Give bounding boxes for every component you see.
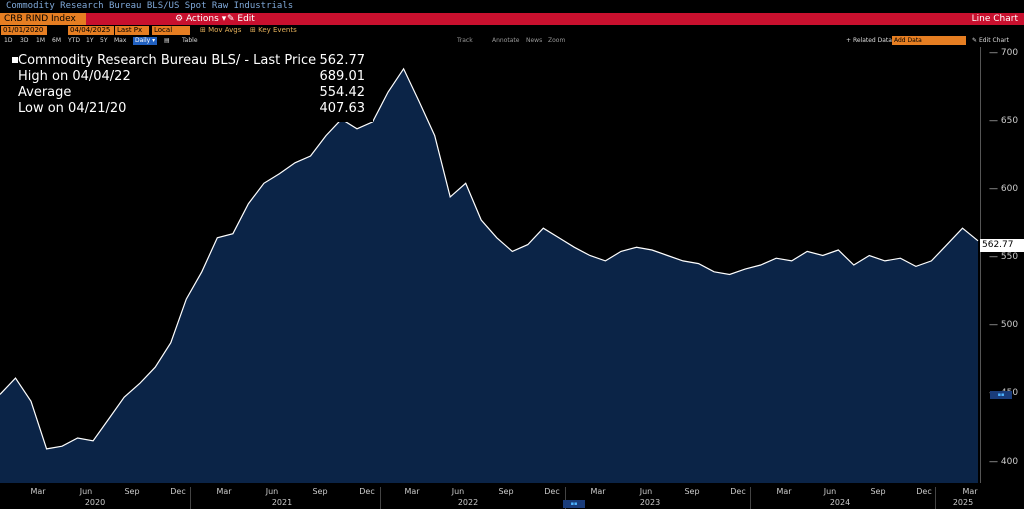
- y-tick-label: — 550: [989, 252, 1019, 263]
- title-bar: CRB RIND Index ⚙ Actions ▾ ✎ Edit Line C…: [0, 13, 1024, 25]
- period-ytd[interactable]: YTD: [68, 37, 80, 44]
- pencil-icon: ✎: [227, 14, 238, 24]
- frequency-selector[interactable]: Daily ▾: [133, 37, 158, 45]
- plus-icon: +: [846, 37, 853, 44]
- series-swatch: [12, 57, 18, 63]
- control-bar: 01/01/2020 04/04/2025 Last Px Local CCY …: [0, 25, 1024, 43]
- x-year-label: 2024: [829, 498, 851, 507]
- year-separator: [380, 487, 381, 509]
- annotate-button[interactable]: Annotate: [492, 37, 520, 44]
- x-tick-label: Mar: [30, 487, 46, 496]
- x-tick-label: Jun: [265, 487, 279, 496]
- y-tick-label: — 400: [989, 456, 1019, 467]
- x-tick-label: Mar: [216, 487, 232, 496]
- y-tick-label: — 500: [989, 320, 1019, 331]
- x-tick-label: Dec: [170, 487, 186, 496]
- currency-selector[interactable]: Local CCY: [152, 26, 190, 43]
- x-tick-label: Sep: [684, 487, 700, 496]
- grid-icon: ⊞: [200, 26, 209, 34]
- start-date-field[interactable]: 01/01/2020: [1, 26, 47, 35]
- key-events-button[interactable]: ⊞ Key Events: [250, 26, 297, 34]
- gear-icon: ⚙: [175, 14, 186, 24]
- news-button[interactable]: News: [526, 37, 543, 44]
- period-1m[interactable]: 1M: [36, 37, 45, 44]
- edit-chart-button[interactable]: ✎ Edit Chart: [972, 37, 1009, 44]
- x-year-label: 2023: [639, 498, 661, 507]
- x-tick-label: Jun: [823, 487, 837, 496]
- y-tick-label: — 700: [989, 47, 1019, 58]
- legend-average-value: 554.42: [319, 85, 366, 100]
- x-tick-label: Mar: [962, 487, 978, 496]
- x-tick-label: Jun: [639, 487, 653, 496]
- x-year-label: 2022: [457, 498, 479, 507]
- legend-average-label: Average: [18, 85, 72, 100]
- pencil-icon: ✎: [972, 37, 979, 44]
- chart-type-label: Line Chart: [971, 14, 1018, 24]
- legend: Commodity Research Bureau BLS/ - Last Pr…: [10, 52, 373, 122]
- crosshair-date-tag: ▪▪: [563, 500, 585, 508]
- legend-high-value: 689.01: [319, 69, 366, 84]
- window-subtitle: Commodity Research Bureau BLS/US Spot Ra…: [0, 0, 1024, 13]
- legend-low-value: 407.63: [319, 101, 366, 116]
- zoom-button[interactable]: Zoom: [548, 37, 566, 44]
- end-date-field[interactable]: 04/04/2025: [68, 26, 114, 35]
- legend-last-value: 562.77: [319, 53, 366, 68]
- related-data-button[interactable]: + Related Data: [846, 37, 892, 44]
- track-button[interactable]: Track: [457, 37, 473, 44]
- ticker-field[interactable]: CRB RIND Index: [0, 13, 86, 25]
- add-data-field[interactable]: Add Data: [892, 36, 966, 45]
- grid-icon: ⊞: [250, 26, 259, 34]
- legend-low-label: Low on 04/21/20: [18, 101, 127, 116]
- x-tick-label: Mar: [404, 487, 420, 496]
- period-5y[interactable]: 5Y: [100, 37, 108, 44]
- x-tick-label: Dec: [359, 487, 375, 496]
- edit-menu[interactable]: ✎ Edit: [227, 14, 255, 24]
- price-line: [0, 67, 979, 450]
- x-tick-label: Mar: [776, 487, 792, 496]
- table-button[interactable]: Table: [182, 37, 198, 44]
- x-tick-label: Sep: [498, 487, 514, 496]
- legend-high-label: High on 04/04/22: [18, 69, 131, 84]
- x-year-label: 2025: [952, 498, 974, 507]
- year-separator: [935, 487, 936, 509]
- last-price-tag: 562.77: [980, 239, 1024, 252]
- field-selector[interactable]: Last Px: [115, 26, 149, 35]
- y-tick-label: — 600: [989, 184, 1019, 195]
- x-tick-label: Dec: [916, 487, 932, 496]
- year-separator: [750, 487, 751, 509]
- period-1d[interactable]: 1D: [4, 37, 13, 44]
- x-tick-label: Jun: [451, 487, 465, 496]
- x-tick-label: Mar: [590, 487, 606, 496]
- mov-avgs-button[interactable]: ⊞ Mov Avgs: [200, 26, 242, 34]
- period-bar: 1D 3D 1M 6M YTD 1Y 5Y Max Daily ▾ ▤ Tabl…: [0, 36, 1024, 46]
- year-separator: [565, 487, 566, 509]
- x-tick-label: Sep: [124, 487, 140, 496]
- x-tick-label: Sep: [312, 487, 328, 496]
- x-year-label: 2021: [271, 498, 293, 507]
- period-3d[interactable]: 3D: [20, 37, 29, 44]
- x-tick-label: Dec: [544, 487, 560, 496]
- period-6m[interactable]: 6M: [52, 37, 61, 44]
- price-chart[interactable]: [0, 47, 980, 483]
- legend-series-label: Commodity Research Bureau BLS/ - Last Pr…: [12, 53, 316, 69]
- actions-menu[interactable]: ⚙ Actions ▾: [175, 14, 227, 24]
- x-year-label: 2020: [84, 498, 106, 507]
- candle-icon[interactable]: ▤: [164, 37, 170, 44]
- x-tick-label: Dec: [730, 487, 746, 496]
- x-tick-label: Jun: [79, 487, 93, 496]
- period-max[interactable]: Max: [114, 37, 127, 44]
- marker-tag: ▪▪: [990, 391, 1012, 399]
- price-area: [0, 68, 978, 483]
- period-1y[interactable]: 1Y: [86, 37, 94, 44]
- y-tick-label: — 650: [989, 115, 1019, 126]
- year-separator: [190, 487, 191, 509]
- x-tick-label: Sep: [870, 487, 886, 496]
